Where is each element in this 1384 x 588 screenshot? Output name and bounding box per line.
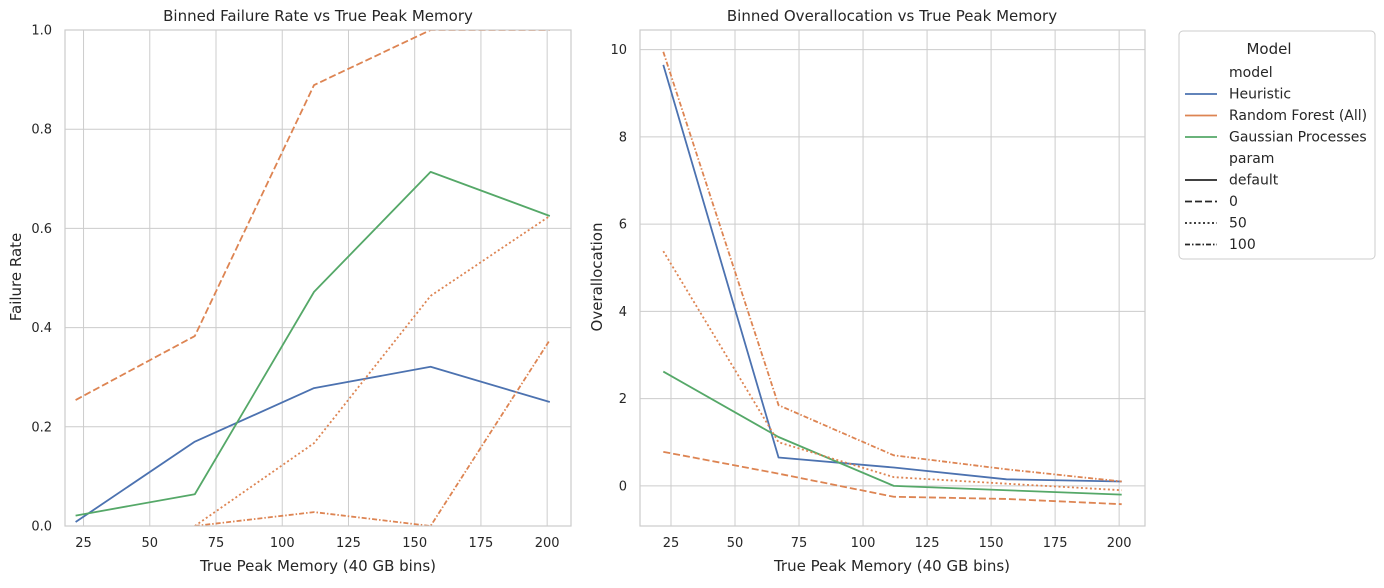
legend-header: param [1229,151,1274,167]
y-tick-label: 4 [619,305,627,320]
series-line-gaussian-processes-default [75,170,551,517]
series-line-random-forest-all-100 [662,51,1122,483]
x-tick-label: 50 [727,536,744,551]
series-line-random-forest-all-50 [194,215,551,526]
failure-rate-chart: Binned Failure Rate vs True Peak Memory … [7,7,572,575]
legend-label: Heuristic [1229,87,1291,103]
x-tick-label: 75 [208,536,225,551]
y-tick-label: 2 [619,392,627,407]
y-tick-label: 1.0 [31,24,52,39]
series-line-random-forest-all-0 [75,30,550,401]
axes-spines [64,29,572,527]
x-tick-label: 175 [469,536,494,551]
x-tick-label: 100 [851,536,876,551]
legend-label: Random Forest (All) [1229,108,1367,124]
series-line-gaussian-processes-default [662,370,1122,496]
y-axis-label: Failure Rate [7,233,25,322]
axes-spines [639,29,1146,527]
series-group [75,30,551,526]
legend-frame [1178,30,1376,260]
axes-frame [639,29,1146,527]
y-tick-label: 0.0 [31,520,52,535]
x-tick-label: 25 [663,536,680,551]
series-line-heuristic-default [75,365,551,523]
x-tick-label: 150 [402,536,427,551]
series-group [662,51,1122,506]
chart-title: Binned Overallocation vs True Peak Memor… [727,7,1057,25]
y-tick-label: 0.2 [31,420,52,435]
x-tick-label: 200 [1107,536,1132,551]
y-tick-label: 10 [610,43,627,58]
series-line-random-forest-all-100 [194,339,551,526]
x-tick-label: 125 [915,536,940,551]
y-axis-label: Overallocation [588,223,606,332]
y-axis-ticks: 0.0 0.2 0.4 0.6 0.8 1.0 [31,24,52,535]
y-tick-label: 0 [619,479,627,494]
series-line-random-forest-all-50 [662,250,1122,492]
series-line-random-forest-all-0 [663,450,1122,506]
y-tick-label: 6 [619,218,627,233]
x-axis-ticks: 25 50 75 100 125 150 175 200 [75,536,559,551]
grid [640,30,1145,526]
y-axis-ticks: 0 2 4 6 8 10 [610,43,627,494]
legend-label: 100 [1229,237,1256,253]
legend: Model model Heuristic Random Forest (All) G… [1178,30,1376,260]
x-axis-ticks: 25 50 75 100 125 150 175 200 [663,536,1132,551]
y-tick-label: 0.4 [31,321,52,336]
legend-label: Gaussian Processes [1229,130,1367,146]
x-tick-label: 200 [535,536,560,551]
legend-label: default [1229,173,1279,189]
y-tick-label: 0.6 [31,222,52,237]
x-tick-label: 25 [75,536,92,551]
x-tick-label: 75 [791,536,808,551]
legend-label: 0 [1229,194,1238,210]
y-tick-label: 8 [619,130,627,145]
legend-items: model Heuristic Random Forest (All) Gaussia… [1185,65,1367,253]
overallocation-chart: Binned Overallocation vs True Peak Memor… [588,7,1146,575]
x-tick-label: 125 [336,536,361,551]
x-axis-label: True Peak Memory (40 GB bins) [773,557,1010,575]
y-tick-label: 0.8 [31,123,52,138]
legend-label: 50 [1229,216,1247,232]
x-tick-label: 175 [1043,536,1068,551]
x-axis-label: True Peak Memory (40 GB bins) [199,557,436,575]
legend-title: Model [1246,40,1291,58]
x-tick-label: 100 [270,536,295,551]
axes-frame [64,29,572,527]
chart-title: Binned Failure Rate vs True Peak Memory [163,7,473,25]
series-line-heuristic-default [662,64,1122,483]
x-tick-label: 150 [979,536,1004,551]
x-tick-label: 50 [142,536,159,551]
legend-header: model [1229,65,1273,81]
